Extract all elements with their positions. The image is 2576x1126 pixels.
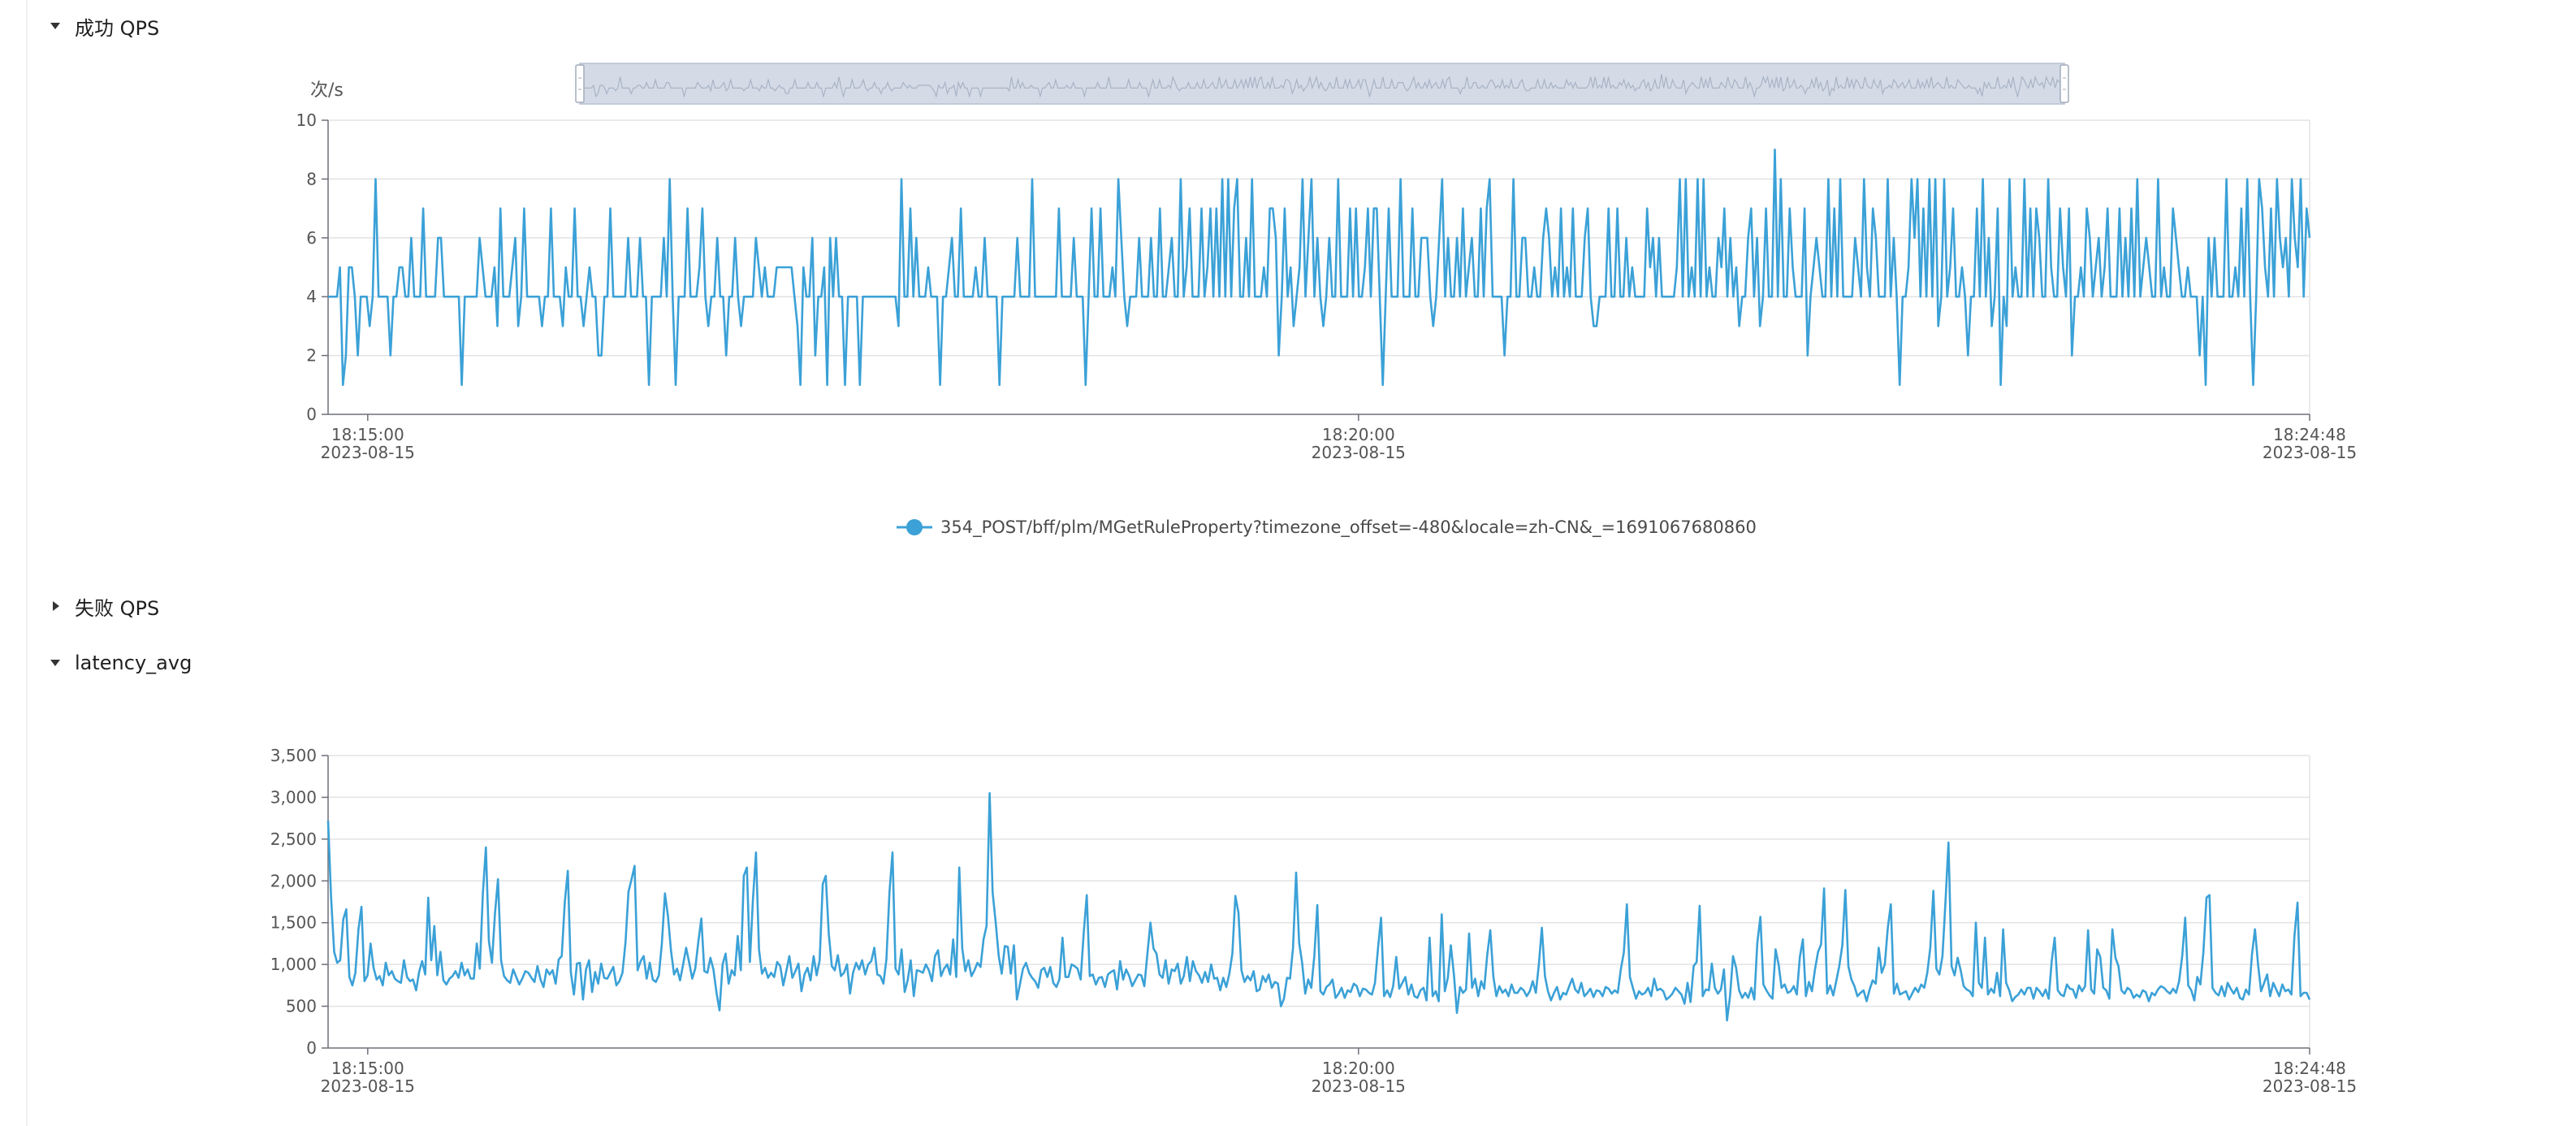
success-qps-chart: 次/s024681018:15:002023-08-1518:20:002023…	[296, 63, 2357, 462]
y-tick-label: 1,500	[270, 913, 317, 933]
x-tick-time-label: 18:20:00	[1322, 1059, 1395, 1078]
legend-item-success-qps[interactable]: 354_POST/bff/plm/MGetRuleProperty?timezo…	[897, 513, 1757, 541]
y-tick-label: 1,000	[270, 955, 317, 974]
y-axis-unit-label: 次/s	[310, 80, 344, 101]
y-tick-label: 2,500	[270, 829, 317, 849]
x-tick-time-label: 18:24:48	[2273, 425, 2346, 444]
y-tick-label: 0	[306, 1038, 317, 1058]
section-title-fail-qps: 失败 QPS	[75, 596, 160, 620]
x-tick-time-label: 18:24:48	[2273, 1059, 2346, 1078]
y-tick-label: 2	[306, 346, 317, 366]
left-border-rule	[26, 0, 28, 1126]
legend-label: 354_POST/bff/plm/MGetRuleProperty?timezo…	[940, 518, 1757, 537]
y-tick-label: 8	[306, 169, 317, 188]
caret-down-icon	[44, 15, 67, 37]
success-qps-series-line	[328, 148, 2311, 387]
x-tick-date-label: 2023-08-15	[321, 1076, 415, 1096]
section-header-latency-avg[interactable]: latency_avg	[44, 647, 192, 679]
x-tick-date-label: 2023-08-15	[1312, 1076, 1406, 1096]
latency-avg-series-line	[326, 792, 2311, 1022]
section-header-success-qps[interactable]: 成功 QPS	[44, 10, 159, 42]
y-tick-label: 3,000	[270, 787, 317, 807]
data-zoom-slider-track	[579, 63, 2065, 105]
x-tick-time-label: 18:15:00	[331, 1059, 404, 1078]
data-zoom-handle-left[interactable]	[575, 64, 585, 103]
data-zoom-handle-right[interactable]	[2060, 64, 2069, 103]
y-tick-label: 10	[296, 110, 317, 130]
y-tick-label: 6	[306, 228, 317, 248]
section-header-fail-qps[interactable]: 失败 QPS	[44, 590, 159, 622]
y-tick-label: 4	[306, 287, 317, 306]
x-tick-date-label: 2023-08-15	[2263, 443, 2357, 462]
x-tick-date-label: 2023-08-15	[2263, 1076, 2357, 1096]
y-tick-label: 0	[306, 405, 317, 424]
caret-right-icon	[44, 595, 67, 617]
section-title-latency-avg: latency_avg	[75, 652, 192, 674]
legend-line-circle-icon	[897, 519, 932, 535]
x-tick-time-label: 18:20:00	[1322, 425, 1395, 444]
y-tick-label: 3,500	[270, 746, 317, 765]
x-tick-date-label: 2023-08-15	[321, 443, 415, 462]
y-tick-label: 500	[286, 997, 317, 1016]
latency-avg-chart: 0 500 1,000 1,500 2,000 2,500 3,000 3,500 18:15:…	[270, 746, 2357, 1096]
section-title-success-qps: 成功 QPS	[75, 16, 160, 40]
x-tick-time-label: 18:15:00	[331, 425, 404, 444]
y-tick-label: 2,000	[270, 871, 317, 890]
data-zoom-preview-line	[585, 74, 2060, 98]
caret-down-icon	[44, 652, 67, 674]
x-tick-date-label: 2023-08-15	[1312, 443, 1406, 462]
